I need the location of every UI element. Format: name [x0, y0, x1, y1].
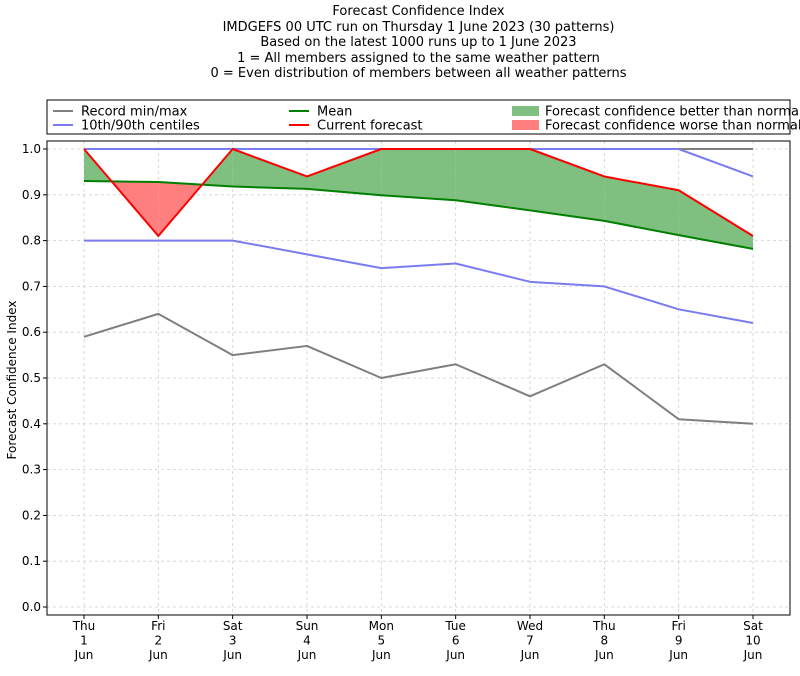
x-tick-label: 10	[745, 634, 760, 648]
x-tick-label: Sat	[743, 619, 763, 633]
x-tick-label: Sat	[223, 619, 243, 633]
y-tick-label: 0.8	[22, 234, 41, 248]
centile-10-line	[84, 239, 754, 325]
x-tick-label: 3	[229, 634, 237, 648]
x-tick-label: Jun	[445, 648, 465, 662]
y-tick-label: 0.0	[22, 600, 41, 614]
x-tick-label: Jun	[743, 648, 763, 662]
x-tick-label: 9	[675, 634, 683, 648]
legend-label: Forecast confidence worse than normal	[545, 119, 800, 134]
y-tick-label: 0.4	[22, 417, 41, 431]
chart-titles: Forecast Confidence Index IMDGEFS 00 UTC…	[0, 4, 800, 82]
x-tick-label: 2	[155, 634, 163, 648]
x-tick-label: Jun	[594, 648, 614, 662]
legend-label: Mean	[317, 105, 352, 120]
y-tick-label: 0.7	[22, 279, 41, 293]
x-tick-label: 8	[601, 634, 609, 648]
x-tick-label: Jun	[668, 648, 688, 662]
x-tick-label: 6	[452, 634, 460, 648]
record-min-line	[83, 312, 754, 425]
legend-box	[46, 99, 791, 135]
legend-swatch	[512, 106, 539, 116]
legend-label: Record min/max	[81, 105, 188, 120]
y-tick-label: 0.9	[22, 188, 41, 202]
x-tick-label: 4	[303, 634, 311, 648]
x-tick-label: Thu	[592, 619, 616, 633]
y-tick-label: 1.0	[22, 142, 41, 156]
chart-title: Forecast Confidence Index	[332, 4, 505, 19]
x-tick-label: 5	[378, 634, 386, 648]
x-tick-label: Wed	[517, 619, 543, 633]
legend-label: Current forecast	[317, 119, 423, 134]
confidence-fills	[84, 149, 753, 249]
better-than-normal-area	[455, 149, 530, 211]
x-tick-label: Fri	[672, 619, 686, 633]
y-tick-label: 0.2	[22, 508, 41, 522]
y-tick-label: 0.5	[22, 371, 41, 385]
chart-subtitle-run: IMDGEFS 00 UTC run on Thursday 1 June 20…	[222, 19, 615, 35]
x-tick-label: Jun	[371, 648, 391, 662]
x-tick-label: Fri	[151, 619, 165, 633]
better-than-normal-area	[307, 149, 382, 196]
legend-swatch	[512, 120, 539, 130]
x-tick-label: Jun	[222, 648, 242, 662]
y-axis: 0.0 0.1 0.2 0.3 0.4 0.5 0.6 0.7 0.8 0.9 1.0	[22, 142, 47, 614]
better-than-normal-area	[604, 176, 679, 236]
y-tick-label: 0.3	[22, 463, 41, 477]
x-tick-label: 1	[80, 634, 88, 648]
better-than-normal-area	[381, 149, 456, 201]
chart-subtitle-scale-max: 1 = All members assigned to the same wea…	[237, 50, 600, 66]
legend-label: 10th/90th centiles	[81, 119, 200, 134]
better-than-normal-area	[232, 149, 307, 189]
x-tick-label: Tue	[444, 619, 466, 633]
x-tick-label: Jun	[297, 648, 317, 662]
x-axis: Thu1JunFri2JunSat3JunSun4JunMon5JunTue6J…	[72, 615, 763, 662]
x-tick-label: Jun	[74, 648, 94, 662]
better-than-normal-area	[678, 190, 753, 249]
current-forecast-line	[83, 148, 754, 238]
legend-label: Forecast confidence better than normal	[545, 105, 800, 120]
mean-line	[83, 180, 754, 250]
x-tick-label: 7	[526, 634, 534, 648]
x-tick-label: Jun	[148, 648, 168, 662]
x-tick-label: Thu	[72, 619, 96, 633]
x-tick-label: Sun	[296, 619, 319, 633]
x-tick-label: Mon	[369, 619, 394, 633]
y-tick-label: 0.1	[22, 554, 41, 568]
chart-subtitle-basis: Based on the latest 1000 runs up to 1 Ju…	[260, 35, 577, 51]
better-than-normal-area	[530, 149, 605, 221]
y-axis-label: Forecast Confidence Index	[5, 301, 19, 460]
series-lines	[83, 148, 754, 425]
chart-subtitle-scale-min: 0 = Even distribution of members between…	[210, 66, 627, 82]
x-tick-label: Jun	[520, 648, 540, 662]
y-tick-label: 0.6	[22, 325, 41, 339]
